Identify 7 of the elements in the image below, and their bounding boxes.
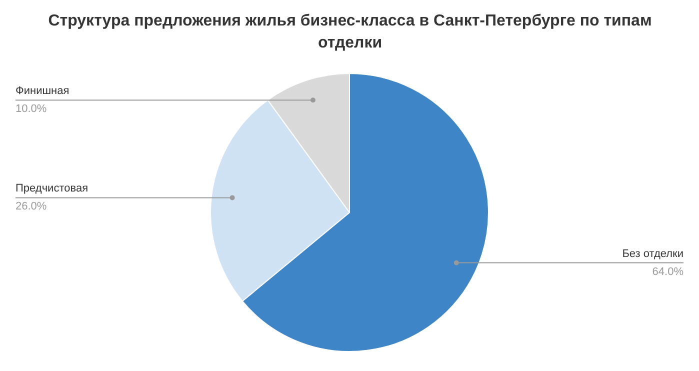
- slice-label: Без отделки: [622, 248, 684, 260]
- slice-label: Предчистовая: [16, 182, 88, 195]
- slice-label: Финишная: [16, 85, 70, 98]
- data-label: 10.0%: [16, 103, 47, 116]
- chart-title: Структура предложения жилья бизнес-класса в Санкт-Петербурге по типам отделки: [48, 12, 652, 52]
- data-label: 26.0%: [16, 200, 47, 213]
- data-label: 64.0%: [652, 266, 684, 278]
